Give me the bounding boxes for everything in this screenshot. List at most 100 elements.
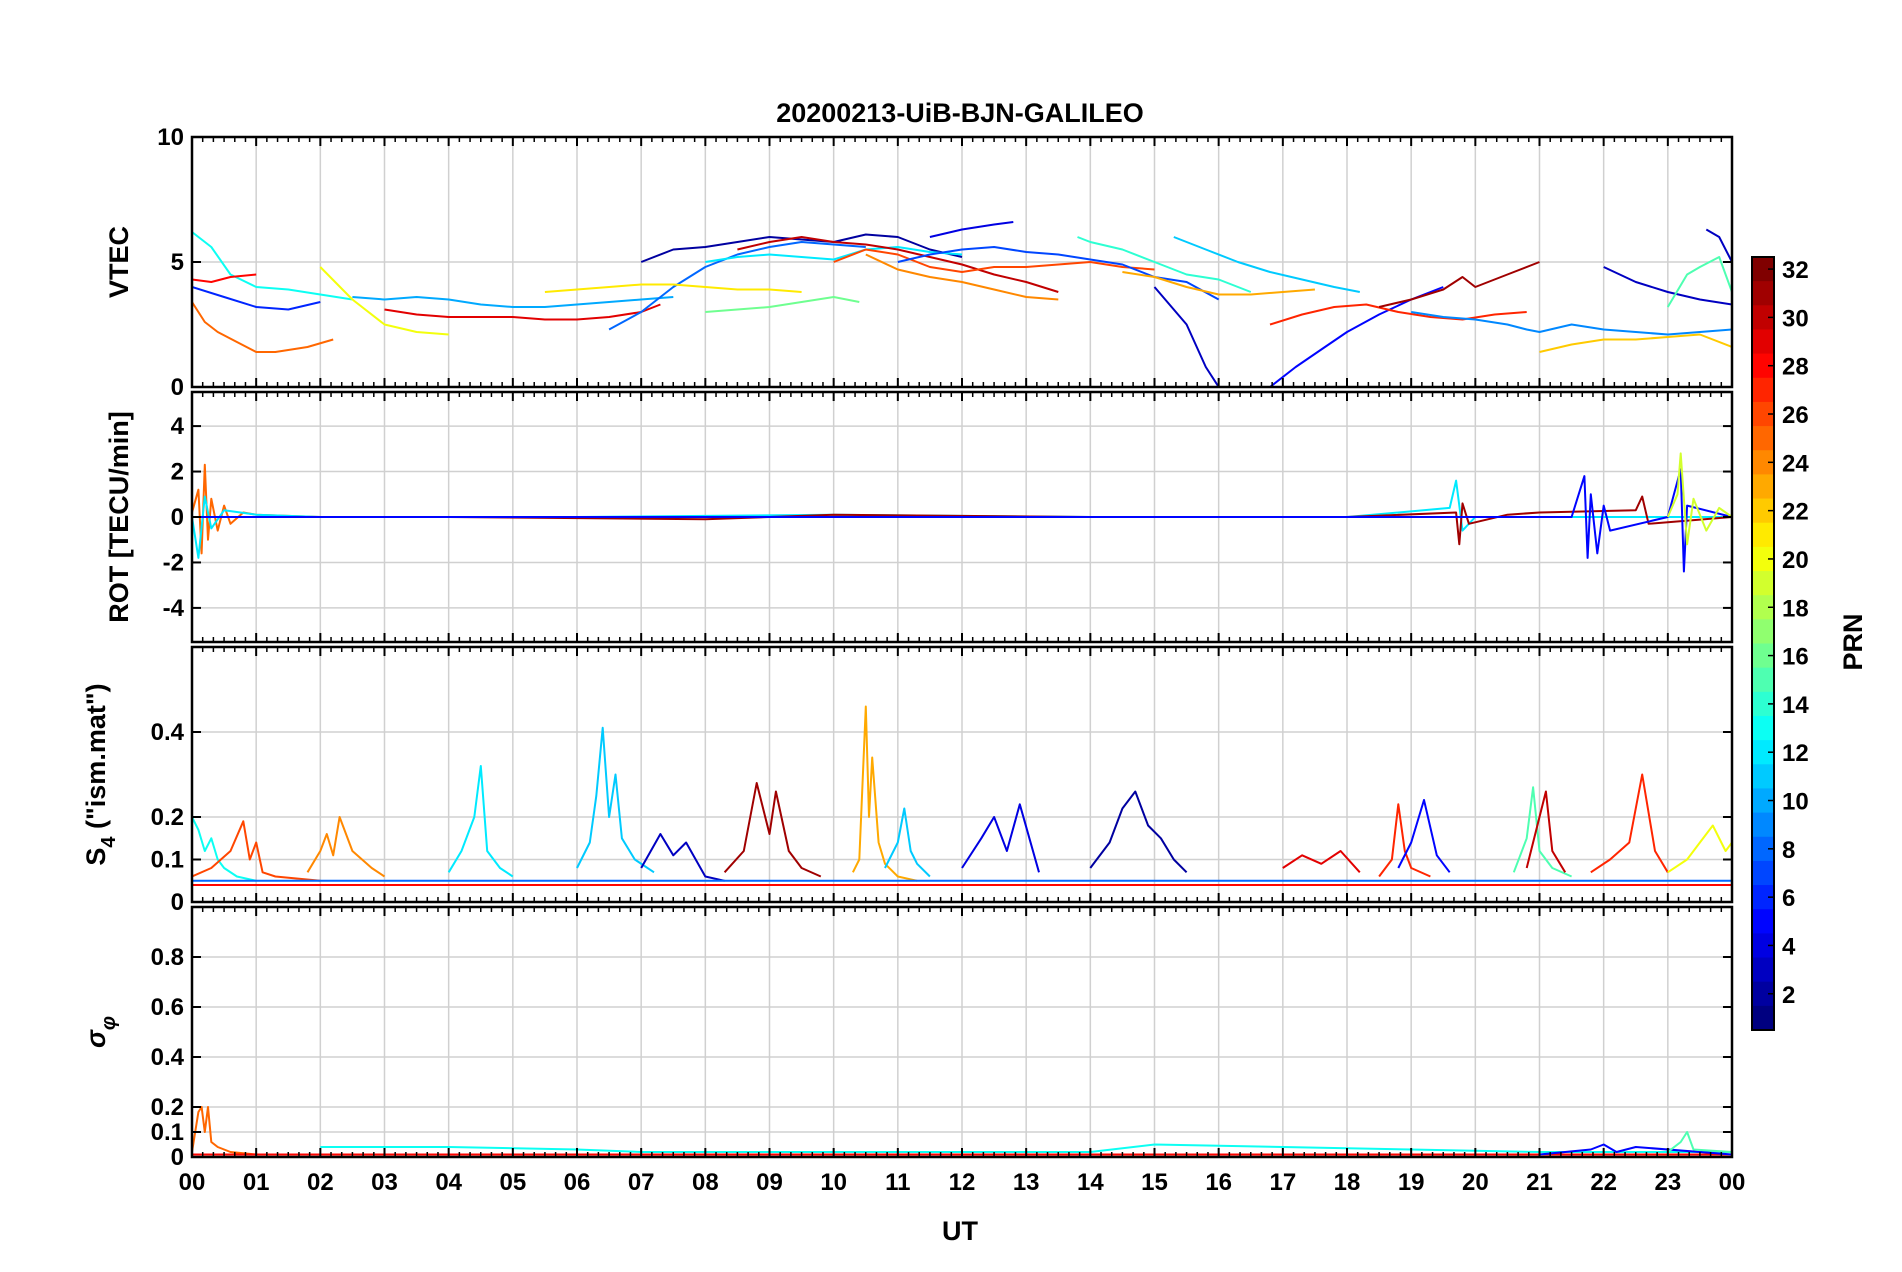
series-line-prn-12 [705, 246, 963, 263]
x-tick-label: 00 [179, 1169, 206, 1196]
x-tick-label: 20 [1462, 1169, 1489, 1196]
series-line-prn-29 [1282, 850, 1361, 873]
y-tick-label: 5 [171, 249, 184, 276]
colorbar-swatch [1752, 329, 1774, 355]
colorbar-swatch [1752, 667, 1774, 693]
y-tick-label: 0.1 [151, 847, 184, 874]
colorbar-swatch [1752, 595, 1774, 620]
x-tick-label: 06 [564, 1169, 591, 1196]
colorbar-tick-label: 4 [1782, 933, 1796, 960]
series-group [192, 221, 1732, 387]
x-tick-label: 23 [1654, 1169, 1681, 1196]
colorbar-swatch [1752, 1005, 1774, 1031]
series-line-prn-5 [192, 468, 1732, 573]
colorbar-label: PRN [1838, 613, 1868, 670]
series-line-prn-30 [737, 236, 1059, 293]
y-tick-label: 0 [171, 374, 184, 401]
colorbar-swatch [1752, 474, 1774, 500]
colorbar-tick-label: 28 [1782, 354, 1809, 381]
series-group [192, 705, 1732, 886]
colorbar-swatch [1752, 812, 1774, 838]
colorbar-swatch [1752, 571, 1774, 596]
series-line-prn-20 [319, 266, 449, 336]
x-tick-label: 08 [692, 1169, 719, 1196]
colorbar-swatch [1752, 377, 1774, 403]
x-tick-label: 10 [820, 1169, 847, 1196]
y-tick-label: 0 [171, 889, 184, 916]
y-axis-label-rot: ROT [TECU/min] [104, 411, 134, 622]
series-line-prn-8 [608, 241, 866, 331]
colorbar-swatch [1752, 353, 1774, 379]
colorbar-tick-label: 14 [1782, 692, 1809, 719]
x-tick-label: 18 [1334, 1169, 1361, 1196]
series-line-prn-3 [1153, 286, 1220, 387]
series-line-prn-3 [640, 833, 725, 882]
series-line-prn-12 [447, 765, 514, 878]
x-tick-label: 05 [499, 1169, 526, 1196]
series-line-prn-6 [192, 286, 321, 311]
colorbar-tick-label: 12 [1782, 740, 1809, 767]
series-line-prn-19 [1666, 452, 1732, 546]
colorbar-swatch [1752, 522, 1774, 548]
series-line-prn-29 [384, 303, 661, 321]
colorbar-tick-label: 20 [1782, 547, 1809, 574]
series-line-prn-21 [544, 283, 802, 293]
series-line-prn-7 [897, 246, 1220, 301]
series-line-prn-15 [1512, 786, 1573, 878]
x-tick-label: 19 [1398, 1169, 1425, 1196]
y-tick-label: 0 [171, 504, 184, 531]
axes-frame [190, 135, 1734, 389]
y-tick-label: -2 [163, 549, 184, 576]
y-tick-label: 0.2 [151, 1094, 184, 1121]
colorbar-swatch [1752, 836, 1774, 862]
series-line-prn-15 [1666, 256, 1732, 308]
y-axis-label-sigma_phi: σφ [81, 1016, 120, 1048]
colorbar-swatch [1752, 957, 1774, 983]
series-group [192, 452, 1732, 573]
grid [191, 907, 1733, 1158]
colorbar-tick-label: 24 [1782, 450, 1809, 477]
panel-sigma_phi: 00.10.2 0.4 0.6 0.8 σφ [81, 905, 1734, 1171]
colorbar-tick-label: 10 [1782, 789, 1809, 816]
x-tick-label: 21 [1526, 1169, 1553, 1196]
colorbar-swatch [1752, 305, 1774, 330]
series-line-prn-27 [1269, 303, 1527, 326]
colorbar-swatch [1752, 643, 1774, 669]
x-tick-label: 15 [1141, 1169, 1168, 1196]
colorbar-swatch [1752, 281, 1774, 306]
series-line-prn-30 [1525, 790, 1567, 873]
series-line-prn-23 [1122, 271, 1315, 296]
series-line-prn-25 [192, 1106, 1732, 1156]
colorbar-tick-label: 22 [1782, 499, 1809, 526]
colorbar-swatch [1752, 546, 1774, 572]
x-tick-label: 11 [885, 1169, 910, 1196]
y-tick-label: 0.1 [151, 1119, 184, 1146]
colorbar-tick-label: 2 [1782, 982, 1795, 1009]
series-line-prn-5 [1539, 1143, 1732, 1156]
x-axis-label: UT [942, 1216, 978, 1246]
y-tick-label: 4 [171, 413, 185, 440]
series-line-prn-23 [852, 705, 918, 882]
series-line-prn-22 [1539, 333, 1732, 353]
series-line-prn-3 [1603, 266, 1732, 306]
y-axis-label-s4: S4 ("ism.mat") [81, 683, 120, 865]
series-line-prn-11 [1173, 236, 1360, 293]
panel-vtec: 0 5 10 VTEC [104, 124, 1734, 401]
axes-frame [190, 390, 1734, 644]
x-tick-label: 02 [307, 1169, 334, 1196]
x-tick-label: 09 [756, 1169, 783, 1196]
y-tick-labels: -4 -2 0 2 4 [163, 413, 1732, 622]
colorbar-swatch [1752, 619, 1774, 644]
colorbar-tick-label: 26 [1782, 402, 1809, 429]
axes-frame [190, 645, 1734, 904]
x-tick-label: 14 [1077, 1169, 1104, 1196]
series-line-prn-31 [1378, 261, 1540, 308]
series-line-prn-26 [833, 248, 1155, 273]
series-line-prn-27 [1378, 803, 1431, 878]
y-tick-label: 0.2 [151, 804, 184, 831]
y-tick-label: 0.6 [151, 994, 184, 1021]
series-line-prn-11 [884, 807, 931, 878]
colorbar-swatch [1752, 788, 1774, 814]
